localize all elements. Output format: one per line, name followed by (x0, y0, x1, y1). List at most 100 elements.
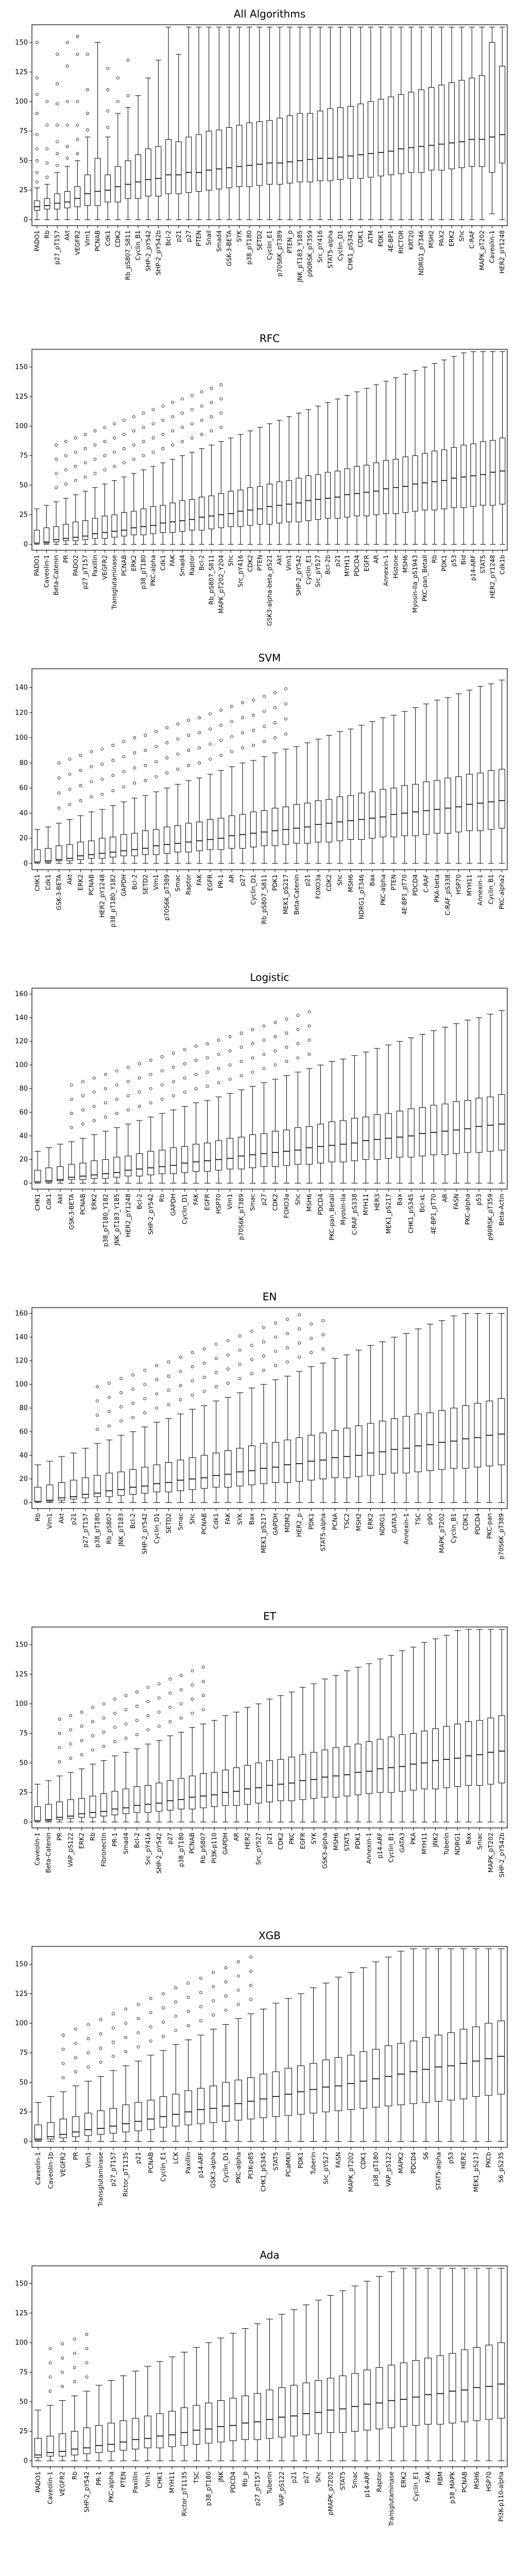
box-iqr (70, 1480, 77, 1500)
box-12 (177, 1355, 184, 1503)
outlier-point (155, 1364, 159, 1367)
outlier-point (307, 1010, 311, 1013)
box-6 (109, 2012, 117, 2142)
outlier-point (80, 1739, 83, 1742)
outlier-point (99, 2046, 102, 2050)
box-iqr (228, 815, 235, 849)
box-iqr (64, 191, 71, 209)
outlier-point (122, 740, 126, 743)
box-iqr (56, 845, 62, 861)
outlier-point (174, 2028, 178, 2032)
x-tick-label: AR (441, 1194, 449, 1202)
box-iqr (135, 154, 142, 199)
box-7 (101, 426, 108, 545)
outlier-point (64, 440, 67, 443)
outlier-point (274, 1321, 277, 1325)
box-43 (499, 680, 505, 864)
outlier-point (58, 1718, 61, 1721)
outlier-point (106, 126, 110, 129)
box-iqr (122, 2104, 130, 2132)
outlier-point (70, 1112, 73, 1115)
box-iqr (428, 87, 435, 171)
outlier-point (151, 408, 155, 411)
box-0 (34, 1151, 41, 1184)
box-4 (79, 1080, 87, 1184)
box-iqr (145, 148, 151, 197)
box-iqr (447, 2032, 455, 2100)
x-tick-label: FAK (169, 554, 176, 566)
x-tick-label: Annexin-1 (366, 1833, 373, 1864)
box-28 (351, 1055, 358, 1184)
box-37 (392, 377, 399, 545)
outlier-point (217, 1053, 220, 1056)
box-40 (466, 689, 473, 864)
box-35 (450, 1315, 458, 1503)
x-tick-label: PTEN_p (286, 230, 294, 253)
box-iqr (307, 113, 313, 182)
outlier-point (73, 2351, 76, 2355)
outlier-point (142, 426, 145, 429)
box-28 (375, 2276, 383, 2462)
box-5 (97, 2018, 105, 2142)
x-tick-label: MAPK_pT202 (478, 230, 486, 270)
outlier-point (143, 1383, 147, 1386)
box-32 (344, 395, 350, 545)
outlier-point (35, 112, 39, 115)
y-tick-label: 0 (24, 2138, 28, 2146)
box-iqr (380, 789, 387, 838)
box-22 (283, 1017, 290, 1184)
outlier-point (96, 1385, 99, 1388)
box-iqr (217, 818, 225, 850)
x-tick-label: MAPK_pT202 (487, 1833, 494, 1873)
outlier-point (161, 418, 165, 422)
box-iqr (390, 1418, 398, 1473)
box-14 (210, 1971, 217, 2142)
outlier-point (252, 699, 255, 702)
box-1 (46, 1461, 54, 1503)
outlier-point (214, 1385, 218, 1388)
box-34 (364, 388, 370, 545)
outlier-point (91, 1706, 94, 1709)
outlier-point (35, 93, 39, 96)
x-tick-label: NDRG1 (379, 1513, 386, 1536)
x-tick-label: EGFR (207, 874, 214, 891)
outlier-point (85, 2375, 89, 2379)
box-iqr (276, 481, 283, 523)
outlier-point (183, 1048, 186, 1052)
box-3 (68, 1083, 75, 1184)
x-tick-label: STAT5-alpha (319, 1513, 327, 1551)
x-tick-label: p21 (304, 874, 311, 886)
outlier-point (104, 1101, 107, 1105)
box-20 (228, 437, 234, 545)
outlier-point (45, 176, 49, 179)
x-tick-label: VEGFR2 (59, 2471, 66, 2496)
outlier-point (162, 2006, 165, 2010)
box-11 (152, 730, 160, 864)
outlier-point (219, 754, 223, 757)
box-24 (293, 746, 300, 864)
box-iqr (198, 497, 205, 531)
box-iqr (358, 792, 365, 840)
x-tick-label: SHP-2_pY542 (147, 1194, 154, 1234)
box-28 (336, 731, 344, 864)
outlier-point (160, 1083, 164, 1087)
box-22 (247, 430, 253, 545)
y-tick-label: 100 (15, 2339, 28, 2347)
outlier-point (81, 1108, 84, 1112)
outlier-point (87, 2037, 90, 2040)
box-23 (322, 1982, 330, 2142)
box-iqr (125, 1156, 132, 1177)
outlier-point (106, 66, 110, 70)
outlier-point (136, 2045, 140, 2048)
box-5 (91, 1076, 98, 1184)
outlier-point (228, 1063, 232, 1067)
x-tick-label: Caveolin-1b (47, 2152, 54, 2189)
box-iqr (125, 160, 131, 199)
outlier-point (56, 164, 59, 167)
box-iqr (117, 1471, 125, 1496)
outlier-point (154, 775, 158, 778)
x-tick-label: Tuberin (266, 2471, 273, 2495)
box-iqr (33, 200, 40, 211)
outlier-point (115, 1112, 118, 1115)
